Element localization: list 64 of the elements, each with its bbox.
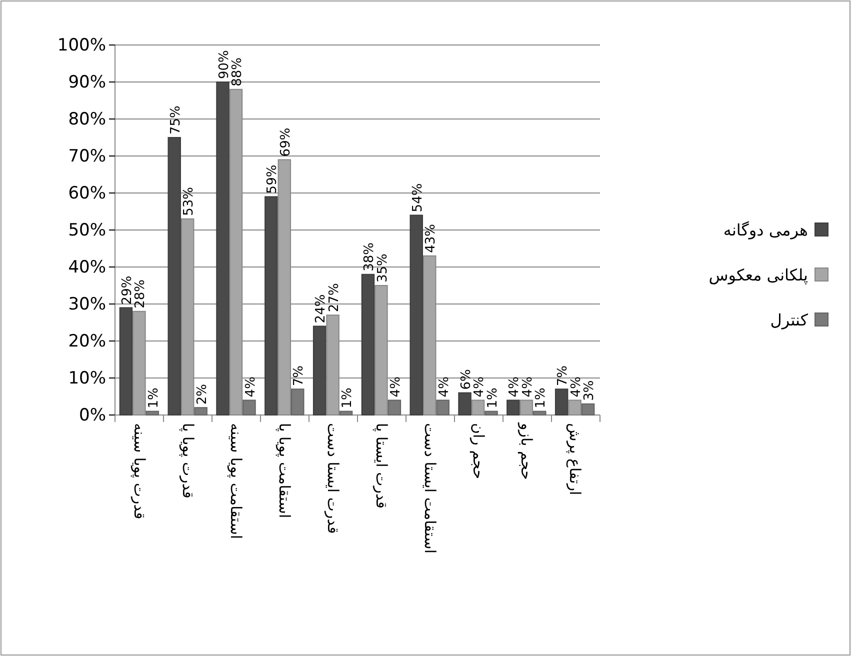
data-label: 24%: [314, 294, 329, 324]
data-label: 7%: [556, 365, 571, 386]
bar: [312, 326, 326, 416]
data-label: 1%: [534, 388, 549, 408]
bar: [361, 274, 375, 416]
data-label: 2%: [194, 384, 210, 405]
data-label: 3%: [582, 380, 598, 401]
x-tick-label: حجم ران: [469, 423, 488, 480]
bar: [168, 137, 181, 416]
data-label: 4%: [520, 376, 536, 398]
y-tick-label: 60%: [68, 183, 106, 204]
data-label: 4%: [507, 376, 522, 398]
legend-label: هرمی دوگانه: [723, 220, 808, 240]
y-tick-label: 0%: [79, 405, 106, 426]
data-label: 1%: [485, 388, 500, 408]
x-tick-label: حجم بازو: [518, 422, 536, 480]
legend-label: پلکانی معکوس: [708, 266, 808, 285]
data-label: 4%: [388, 376, 404, 398]
y-tick-label: 100%: [57, 35, 106, 56]
x-tick-label: قدرت ایستا دست: [324, 423, 342, 534]
y-tick-label: 50%: [68, 220, 106, 240]
y-tick-label: 30%: [68, 294, 106, 314]
y-tick-label: 80%: [68, 109, 106, 130]
x-tick-label: قدرت پویا سینه: [130, 423, 148, 520]
x-tick-label: قدرت ایستا پا: [372, 423, 390, 509]
x-tick-label: قدرت پویا پا: [178, 423, 197, 498]
data-label: 59%: [265, 164, 280, 194]
y-tick-label: 40%: [68, 257, 106, 278]
data-label: 43%: [424, 224, 439, 253]
bar: [506, 400, 520, 416]
data-label: 4%: [568, 376, 584, 398]
data-label: 6%: [458, 369, 474, 390]
data-label: 90%: [216, 50, 232, 79]
legend-label: کنترل: [770, 310, 808, 330]
y-tick-label: 90%: [68, 72, 106, 92]
bar: [264, 196, 278, 416]
x-tick-label: استقامت پویا سینه: [227, 423, 246, 540]
data-label: 53%: [182, 186, 197, 216]
y-tick-label: 10%: [68, 368, 106, 388]
data-label: 38%: [362, 242, 378, 272]
y-tick-label: 20%: [68, 331, 106, 352]
bar: [554, 388, 568, 416]
x-tick-label: استقامت پویا پا: [276, 423, 294, 518]
data-label: 4%: [472, 376, 488, 398]
bar: [119, 307, 133, 416]
data-label: 54%: [410, 183, 426, 212]
data-label: 88%: [230, 57, 246, 86]
bar: [458, 392, 472, 416]
data-label: 75%: [168, 106, 184, 134]
data-label: 1%: [340, 388, 356, 408]
y-tick-label: 70%: [68, 146, 106, 166]
data-label: 27%: [326, 283, 342, 312]
data-label: 7%: [292, 365, 307, 386]
bar: [410, 214, 423, 416]
data-label: 4%: [243, 376, 258, 398]
data-label: 1%: [146, 388, 162, 408]
bar: [216, 82, 230, 416]
data-label: 28%: [133, 279, 148, 308]
data-label: 69%: [278, 128, 294, 157]
x-tick-label: استقامت ایستا دست: [420, 423, 439, 554]
data-label: 35%: [375, 254, 390, 282]
data-label: 4%: [436, 376, 452, 398]
data-label: 29%: [120, 276, 136, 305]
x-tick-label: ارتفاع پرش: [566, 423, 584, 496]
